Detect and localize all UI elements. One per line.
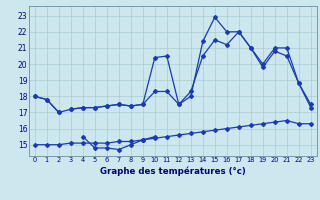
X-axis label: Graphe des températures (°c): Graphe des températures (°c) [100, 166, 246, 176]
